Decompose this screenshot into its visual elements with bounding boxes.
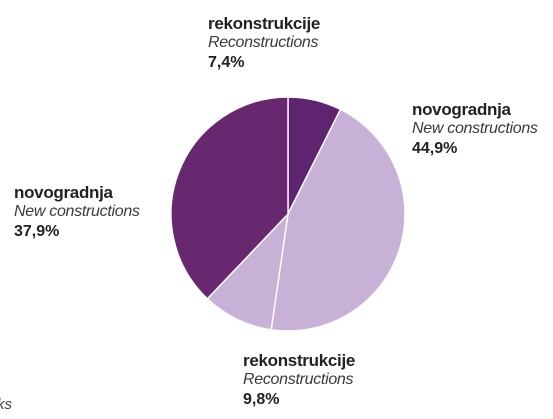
- pie-slice-1: [270, 108, 406, 332]
- slice-percentage: 9,8%: [243, 390, 280, 408]
- slice-label-english: Reconstructions: [208, 33, 319, 51]
- slice-label-local: novogradnja: [412, 100, 511, 119]
- slice-label-local: novogradnja: [14, 183, 113, 202]
- slice-label-new-constructions-right: novogradnja New constructions 44,9%: [412, 100, 538, 158]
- slice-label-local: rekonstrukcije: [208, 14, 321, 33]
- slice-label-english: Reconstructions: [243, 370, 354, 388]
- slice-label-new-constructions-left: novogradnja New constructions 37,9%: [14, 183, 140, 241]
- slice-label-local: rekonstrukcije: [243, 351, 356, 370]
- slice-percentage: 37,9%: [14, 222, 60, 240]
- slice-percentage: 44,9%: [412, 139, 458, 157]
- slice-label-english: New constructions: [14, 202, 140, 220]
- slice-label-reconstructions-bottom: rekonstrukcije Reconstructions 9,8%: [243, 351, 355, 409]
- pie-slice-3: [170, 96, 289, 300]
- partial-caption-text: rks: [0, 396, 12, 413]
- slice-label-reconstructions-top: rekonstrukcije Reconstructions 7,4%: [208, 14, 320, 72]
- slice-percentage: 7,4%: [208, 53, 245, 71]
- slice-label-english: New constructions: [412, 119, 538, 137]
